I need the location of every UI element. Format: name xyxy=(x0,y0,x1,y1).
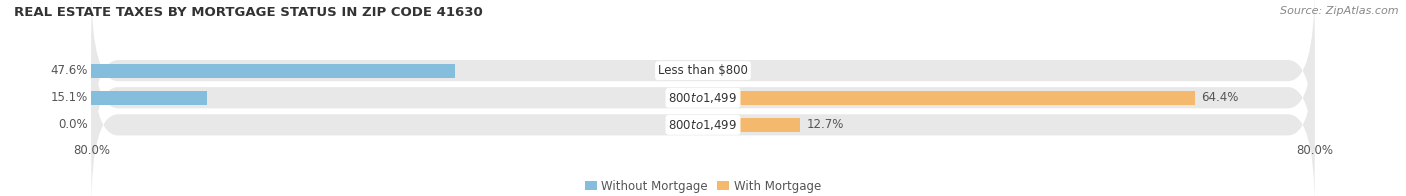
Bar xyxy=(703,91,1195,105)
Legend: Without Mortgage, With Mortgage: Without Mortgage, With Mortgage xyxy=(581,175,825,196)
Text: REAL ESTATE TAXES BY MORTGAGE STATUS IN ZIP CODE 41630: REAL ESTATE TAXES BY MORTGAGE STATUS IN … xyxy=(14,6,482,19)
Text: 64.4%: 64.4% xyxy=(1202,91,1239,104)
FancyBboxPatch shape xyxy=(91,0,1315,155)
Text: $800 to $1,499: $800 to $1,499 xyxy=(668,118,738,132)
Bar xyxy=(91,64,456,78)
Text: 12.7%: 12.7% xyxy=(806,118,844,131)
Text: 15.1%: 15.1% xyxy=(51,91,87,104)
FancyBboxPatch shape xyxy=(91,41,1315,196)
Bar xyxy=(703,118,800,132)
Text: 0.0%: 0.0% xyxy=(709,64,738,77)
Text: 47.6%: 47.6% xyxy=(51,64,87,77)
Text: 0.0%: 0.0% xyxy=(58,118,87,131)
Bar xyxy=(91,91,207,105)
Text: $800 to $1,499: $800 to $1,499 xyxy=(668,91,738,105)
Text: Less than $800: Less than $800 xyxy=(658,64,748,77)
Text: Source: ZipAtlas.com: Source: ZipAtlas.com xyxy=(1281,6,1399,16)
FancyBboxPatch shape xyxy=(91,13,1315,182)
